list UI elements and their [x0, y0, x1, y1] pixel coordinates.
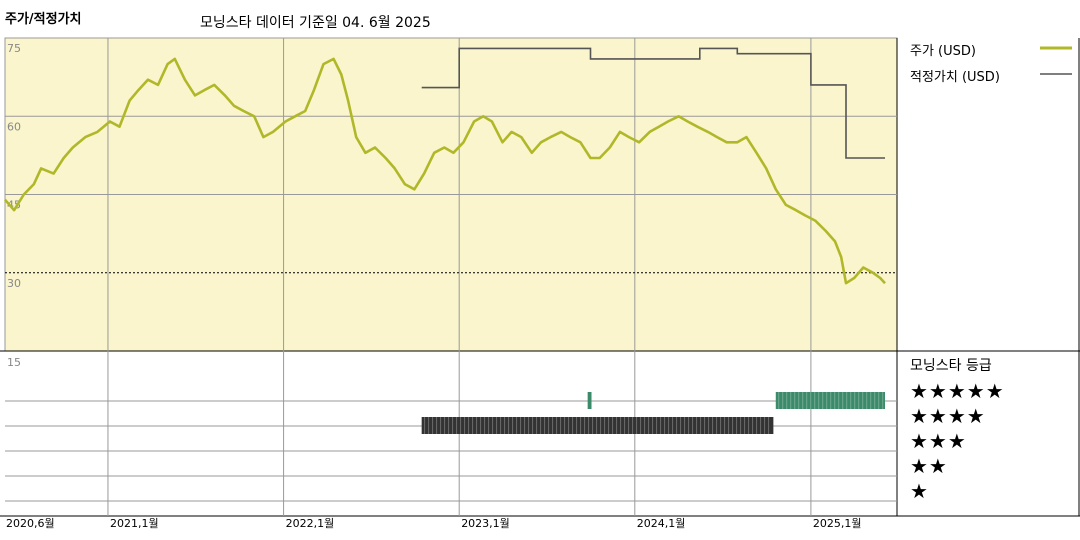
rating-4-stars: ★★★★ — [910, 404, 986, 428]
y-tick-label: 45 — [7, 199, 21, 212]
x-tick-label: 2024,1월 — [637, 517, 686, 530]
rating-2-stars: ★★ — [910, 454, 948, 478]
rating-axis-tick-label: 15 — [7, 356, 21, 369]
legend-price-label: 주가 (USD) — [910, 44, 976, 59]
rating-title: 모닝스타 등급 — [910, 358, 992, 374]
x-tick-label: 2022,1월 — [286, 517, 335, 530]
fair-value-line — [421, 47, 885, 159]
chart-title: 주가/적정가치 — [5, 12, 82, 27]
x-tick-label: 2021,1월 — [110, 517, 159, 530]
x-tick-label: 2020,6월 — [6, 517, 55, 530]
rating-1-star: ★ — [910, 479, 929, 503]
x-tick-label: 2025,1월 — [813, 517, 862, 530]
rating-band — [587, 392, 592, 409]
y-tick-label: 60 — [7, 120, 21, 133]
y-tick-label: 75 — [7, 42, 21, 55]
rating-3-stars: ★★★ — [910, 429, 967, 453]
rating-5-stars: ★★★★★ — [910, 379, 1005, 403]
x-tick-label: 2023,1월 — [461, 517, 510, 530]
rating-band — [775, 392, 885, 409]
legend-fair-value-label: 적정가치 (USD) — [910, 70, 1000, 85]
price-line — [4, 57, 886, 285]
data-date-caption: 모닝스타 데이터 기준일 04. 6월 2025 — [200, 15, 431, 31]
rating-band — [421, 417, 774, 434]
y-tick-label: 30 — [7, 277, 21, 290]
